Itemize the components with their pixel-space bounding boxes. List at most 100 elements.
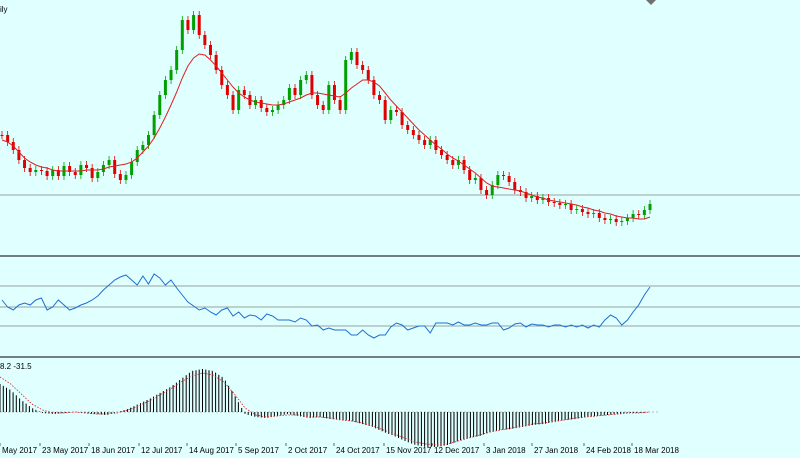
candle-body [400, 112, 404, 125]
candle-body [349, 52, 353, 60]
candle-body [152, 115, 156, 135]
candle-body [507, 176, 511, 182]
candle-body [411, 130, 415, 135]
candle-body [17, 150, 21, 160]
candle-body [332, 85, 336, 100]
candle-body [225, 85, 229, 95]
candle [175, 46, 179, 74]
candle [192, 11, 196, 34]
candle-body [637, 214, 641, 215]
candle [456, 156, 460, 169]
candle-body [456, 160, 460, 165]
candle [332, 81, 336, 104]
candle-body [85, 165, 89, 168]
candle-body [231, 95, 235, 110]
candle-body [586, 212, 590, 214]
candle [620, 217, 624, 226]
candle-body [394, 110, 398, 112]
candle-body [180, 20, 184, 50]
candle [90, 164, 94, 182]
x-axis-label: 18 Jun 2017 [91, 446, 136, 455]
candle-body [524, 192, 528, 198]
candle-body [614, 219, 618, 222]
candle-body [338, 100, 342, 110]
candle-body [648, 204, 652, 210]
candle [299, 76, 303, 99]
candle-body [355, 52, 359, 65]
candle-body [118, 174, 122, 180]
candle-body [299, 80, 303, 95]
candle-body [51, 170, 55, 176]
candle-body [575, 209, 579, 210]
candle [152, 111, 156, 139]
candle-body [468, 170, 472, 180]
candle-body [34, 170, 38, 172]
candle [316, 91, 320, 109]
candle-body [270, 110, 274, 112]
candle-body [214, 55, 218, 70]
candle [563, 200, 567, 209]
candle-body [473, 178, 477, 180]
scroll-marker-icon[interactable] [646, 0, 656, 5]
candle [440, 146, 444, 159]
candle-body [552, 202, 556, 203]
candle-body [631, 214, 635, 218]
candle-body [6, 135, 10, 142]
x-axis-label: 12 Dec 2017 [434, 446, 480, 455]
candle-body [259, 100, 263, 108]
candle [423, 136, 427, 149]
candle-body [90, 168, 94, 178]
candle-body [175, 50, 179, 70]
indicator-values-label: 8.2 -31.5 [0, 362, 32, 371]
candle-body [451, 160, 455, 165]
candle [496, 171, 500, 189]
candle-body [344, 60, 348, 110]
x-axis-label: 5 Sep 2017 [238, 446, 279, 455]
candle [282, 96, 286, 109]
x-axis-label: 24 Feb 2018 [586, 446, 631, 455]
x-axis-label: May 2017 [2, 446, 38, 455]
candle-body [479, 178, 483, 190]
candle [45, 167, 49, 180]
candle-body [73, 172, 77, 175]
candle-body [130, 162, 134, 175]
candle [79, 161, 83, 179]
candle [220, 66, 224, 89]
candle [569, 200, 573, 214]
candle [637, 210, 641, 219]
candle-body [406, 125, 410, 130]
candle-body [642, 210, 646, 215]
candle [17, 146, 21, 164]
candle-body [304, 75, 308, 80]
candle [237, 86, 241, 114]
candle [180, 16, 184, 54]
candle-body [327, 85, 331, 110]
candle-body [485, 190, 489, 195]
candle [648, 200, 652, 214]
candle [124, 171, 128, 184]
x-axis-label: 12 Jul 2017 [141, 446, 183, 455]
candle [73, 168, 77, 179]
candle [372, 76, 376, 99]
candle-body [383, 100, 387, 120]
histogram-bars [0, 369, 648, 447]
candle [614, 215, 618, 226]
candle-body [276, 105, 280, 110]
candle-body [56, 170, 60, 176]
candle [344, 56, 348, 114]
candle-body [135, 150, 139, 162]
candle [575, 205, 579, 214]
candle [276, 101, 280, 114]
candle [338, 96, 342, 114]
candle-body [39, 170, 43, 171]
price-candles [0, 11, 652, 226]
candle [501, 171, 505, 180]
candle-body [445, 155, 449, 160]
candle-body [147, 135, 151, 145]
candle [349, 48, 353, 64]
candle-body [242, 90, 246, 95]
candle [361, 61, 365, 74]
candle [428, 136, 432, 149]
candle-body [0, 135, 4, 136]
oscillator-levels [0, 285, 800, 327]
